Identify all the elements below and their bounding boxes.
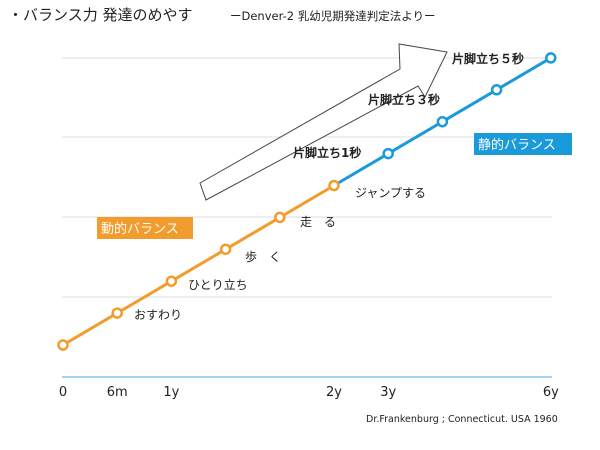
data-point	[219, 243, 232, 256]
x-tick-label: 6y	[543, 385, 559, 400]
point-label: ひとり立ち	[188, 277, 248, 292]
data-point	[274, 211, 286, 224]
data-point	[382, 147, 394, 160]
data-point	[328, 179, 340, 192]
x-tick-label: 6m	[107, 385, 128, 400]
static-balance-label: 静的バランス	[478, 137, 556, 153]
point-label: 片脚立ち５秒	[452, 51, 524, 66]
point-label: 片脚立ち1秒	[293, 145, 361, 160]
dynamic-balance-label: 動的バランス	[101, 221, 179, 237]
point-label: 片脚立ち３秒	[368, 92, 440, 107]
point-label: 走 る	[300, 215, 336, 229]
x-tick-label: 2y	[326, 385, 342, 400]
data-point	[436, 115, 449, 128]
series-line-0	[62, 184, 335, 347]
source-note: Dr.Frankenburg ; Connecticut. USA 1960	[366, 414, 558, 425]
data-point	[165, 275, 178, 287]
data-point	[57, 339, 69, 351]
data-point	[111, 307, 123, 319]
point-label: ジャンプする	[355, 186, 426, 200]
progress-arrow	[199, 43, 448, 201]
x-tick-label: 0	[59, 385, 67, 400]
chart-title: ・バランス力 発達のめやす	[8, 6, 192, 24]
data-point	[490, 84, 503, 96]
point-label: 歩 く	[245, 249, 281, 264]
x-tick-label: 3y	[380, 385, 396, 400]
point-label: おすわり	[134, 308, 182, 322]
static-balance-label-bg	[474, 133, 572, 155]
x-tick-label: 1y	[163, 385, 179, 400]
data-point	[545, 52, 557, 64]
dynamic-balance-label-bg	[97, 217, 193, 239]
chart-subtitle: ーDenver-2 乳幼児期発達判定法よりー	[230, 9, 435, 23]
